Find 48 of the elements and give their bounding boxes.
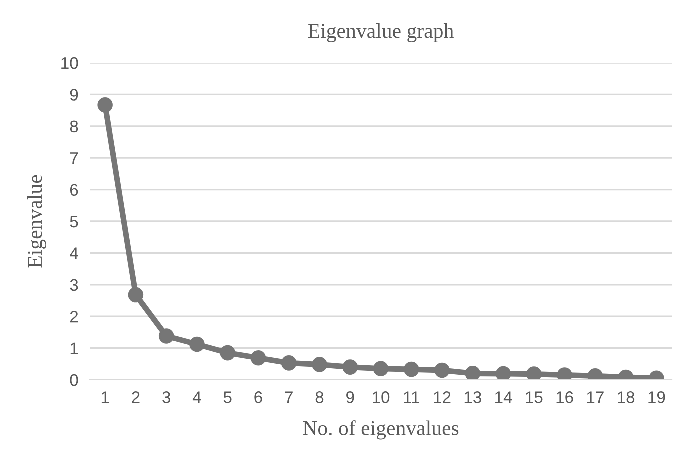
point xyxy=(190,336,205,352)
x-tick-label: 9 xyxy=(346,392,354,404)
x-tick-label: 13 xyxy=(464,392,482,404)
point xyxy=(220,345,236,361)
x-tick-label: 2 xyxy=(132,392,140,404)
x-tick-label: 6 xyxy=(254,392,262,404)
point xyxy=(158,328,174,344)
x-tick-label: 11 xyxy=(404,392,420,404)
x-tick-label: 7 xyxy=(285,392,293,404)
point xyxy=(128,287,144,303)
point xyxy=(342,360,358,375)
point xyxy=(373,361,389,377)
point xyxy=(404,362,420,378)
y-tick-label: 7 xyxy=(70,152,78,164)
y-tick-label: 4 xyxy=(70,248,78,260)
y-tick-label: 8 xyxy=(70,120,78,133)
x-tick-label: 19 xyxy=(648,392,666,404)
x-tick-label: 8 xyxy=(316,392,324,404)
point xyxy=(250,350,266,366)
y-tick-label: 9 xyxy=(70,89,78,101)
x-axis-title: No. of eigenvalues xyxy=(303,420,459,440)
y-tick-label: 0 xyxy=(70,374,78,386)
point xyxy=(281,356,297,371)
x-tick-label: 5 xyxy=(224,392,232,404)
y-tick-label: 1 xyxy=(70,342,78,354)
point xyxy=(526,366,542,380)
point xyxy=(434,362,450,378)
x-tick-label: 12 xyxy=(434,392,451,404)
point xyxy=(98,98,113,113)
point xyxy=(312,357,328,372)
y-axis-title: Eigenvalue xyxy=(28,175,46,268)
x-tick-label: 16 xyxy=(556,392,574,404)
x-tick-label: 14 xyxy=(496,392,512,404)
chart-title: Eigenvalue graph xyxy=(308,24,454,42)
x-tick-label: 1 xyxy=(102,392,110,404)
y-tick-label: 5 xyxy=(70,216,78,228)
y-tick-label: 10 xyxy=(62,57,78,70)
y-tick-label: 6 xyxy=(70,184,78,196)
y-tick-label: 2 xyxy=(70,311,78,323)
x-tick-label: 17 xyxy=(587,392,604,404)
x-tick-label: 15 xyxy=(526,392,543,404)
point xyxy=(496,366,512,380)
x-tick-label: 3 xyxy=(162,392,170,404)
x-tick-label: 4 xyxy=(192,392,202,404)
x-tick-label: 10 xyxy=(373,392,390,404)
y-tick-label: 3 xyxy=(70,279,78,292)
point xyxy=(465,366,481,380)
x-tick-label: 18 xyxy=(618,392,635,404)
